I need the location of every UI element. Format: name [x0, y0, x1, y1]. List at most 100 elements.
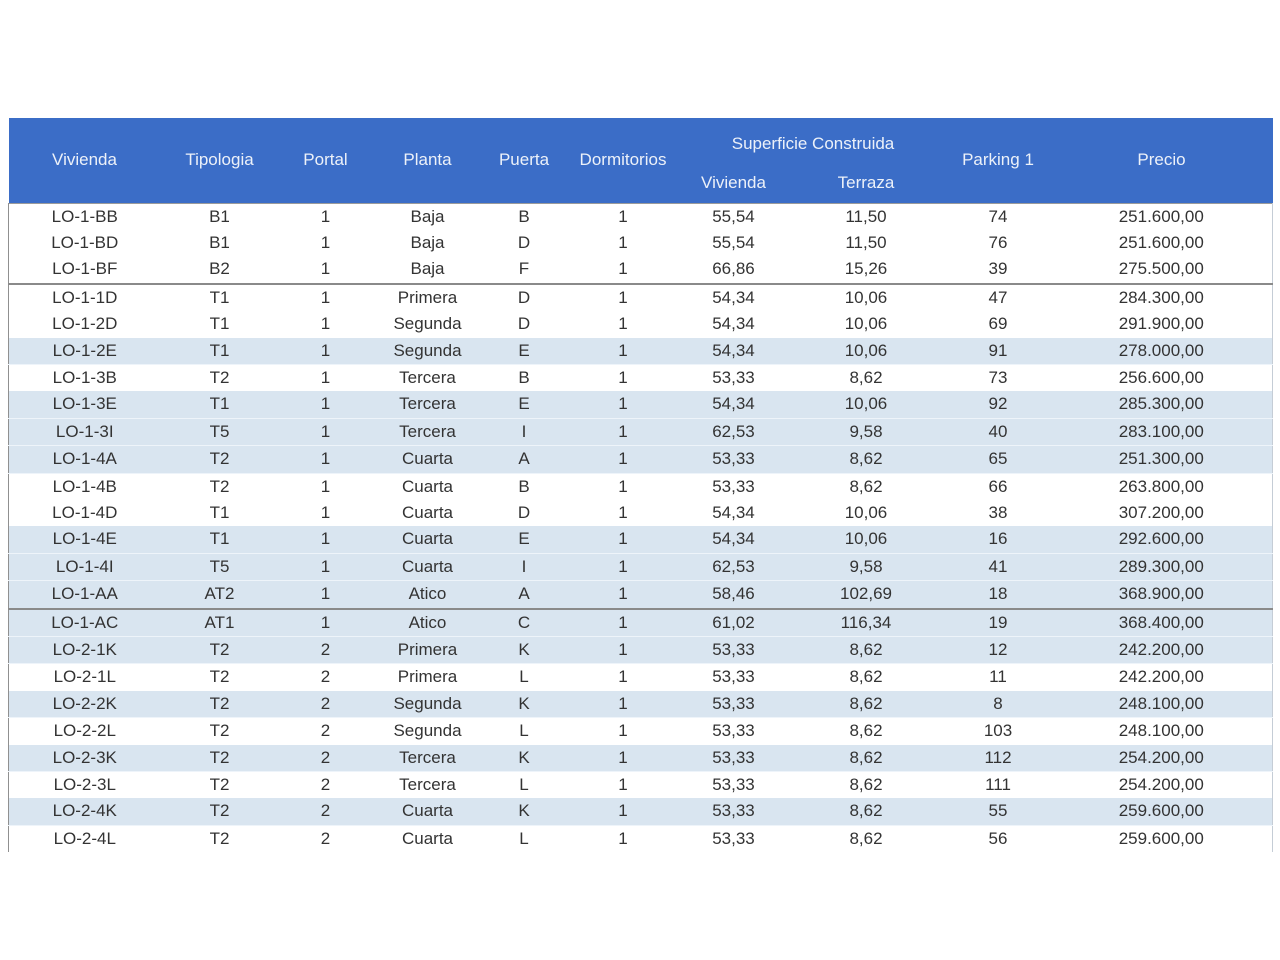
cell-dormitorios: 1 — [565, 391, 681, 419]
col-group-superficie-construida: Superficie Construida — [680, 118, 946, 164]
cell-sup-terraza: 8,62 — [786, 825, 946, 853]
cell-parking: 76 — [945, 229, 1051, 257]
cell-dormitorios: 1 — [565, 825, 681, 853]
cell-sup-vivienda: 62,53 — [680, 553, 787, 582]
cell-portal: 1 — [278, 499, 373, 527]
cell-vivienda: LO-2-4K — [8, 798, 161, 826]
cell-puerta: E — [482, 526, 566, 554]
table-row: LO-2-3K T2 2 Tercera K 1 53,33 8,62 112 254.200,0… — [8, 744, 1273, 773]
cell-sup-terraza: 8,62 — [786, 744, 946, 773]
cell-parking: 11 — [945, 663, 1051, 691]
cell-precio: 278.000,00 — [1050, 337, 1273, 365]
cell-parking: 92 — [945, 391, 1051, 419]
cell-dormitorios: 1 — [565, 608, 681, 637]
cell-sup-vivienda: 61,02 — [680, 608, 787, 637]
cell-precio: 248.100,00 — [1050, 717, 1273, 745]
cell-portal: 1 — [278, 526, 373, 554]
cell-tipologia: B1 — [160, 203, 279, 230]
cell-dormitorios: 1 — [565, 418, 681, 447]
cell-dormitorios: 1 — [565, 473, 681, 500]
cell-tipologia: T2 — [160, 663, 279, 691]
cell-puerta: D — [482, 283, 566, 312]
cell-tipologia: T2 — [160, 717, 279, 745]
cell-sup-vivienda: 53,33 — [680, 825, 787, 853]
cell-portal: 2 — [278, 690, 373, 719]
cell-precio: 285.300,00 — [1050, 391, 1273, 419]
cell-parking: 38 — [945, 499, 1051, 527]
cell-tipologia: T5 — [160, 553, 279, 582]
cell-precio: 259.600,00 — [1050, 825, 1273, 853]
cell-tipologia: AT1 — [160, 608, 279, 637]
cell-precio: 289.300,00 — [1050, 553, 1273, 582]
col-header-parking: Parking 1 — [945, 118, 1051, 203]
cell-parking: 19 — [945, 608, 1051, 637]
cell-precio: 254.200,00 — [1050, 771, 1273, 799]
cell-parking: 73 — [945, 364, 1051, 392]
table-row: LO-2-4K T2 2 Cuarta K 1 53,33 8,62 55 259.600,00 — [8, 798, 1273, 826]
cell-vivienda: LO-1-AC — [8, 608, 161, 637]
col-subheader-superficie-terraza: Terraza — [786, 164, 946, 203]
cell-vivienda: LO-1-AA — [8, 580, 161, 610]
table-row: LO-2-1L T2 2 Primera L 1 53,33 8,62 11 242.200,00 — [8, 663, 1273, 691]
cell-vivienda: LO-2-1K — [8, 636, 161, 665]
cell-portal: 2 — [278, 771, 373, 799]
cell-vivienda: LO-1-4B — [8, 473, 161, 500]
cell-sup-terraza: 102,69 — [786, 580, 946, 610]
cell-planta: Primera — [372, 663, 483, 691]
cell-dormitorios: 1 — [565, 771, 681, 799]
cell-precio: 251.600,00 — [1050, 229, 1273, 257]
table-row: LO-1-4B T2 1 Cuarta B 1 53,33 8,62 66 263.800,00 — [8, 473, 1273, 500]
cell-precio: 263.800,00 — [1050, 473, 1273, 500]
cell-sup-terraza: 10,06 — [786, 526, 946, 554]
cell-precio: 368.900,00 — [1050, 580, 1273, 610]
cell-vivienda: LO-1-4E — [8, 526, 161, 554]
cell-tipologia: T1 — [160, 311, 279, 338]
cell-puerta: K — [482, 636, 566, 665]
cell-sup-vivienda: 55,54 — [680, 229, 787, 257]
cell-parking: 56 — [945, 825, 1051, 853]
cell-parking: 8 — [945, 690, 1051, 719]
cell-parking: 111 — [945, 771, 1051, 799]
cell-puerta: B — [482, 364, 566, 392]
cell-precio: 251.600,00 — [1050, 203, 1273, 230]
cell-parking: 47 — [945, 283, 1051, 312]
cell-parking: 41 — [945, 553, 1051, 582]
cell-precio: 275.500,00 — [1050, 256, 1273, 285]
cell-precio: 291.900,00 — [1050, 311, 1273, 338]
cell-tipologia: T2 — [160, 473, 279, 500]
table-row: LO-1-4A T2 1 Cuarta A 1 53,33 8,62 65 251.300,00 — [8, 445, 1273, 474]
table-row: LO-1-4I T5 1 Cuarta I 1 62,53 9,58 41 289.300,00 — [8, 553, 1273, 582]
cell-tipologia: T2 — [160, 364, 279, 392]
cell-vivienda: LO-1-1D — [8, 283, 161, 312]
cell-tipologia: T2 — [160, 690, 279, 719]
cell-parking: 69 — [945, 311, 1051, 338]
cell-portal: 1 — [278, 283, 373, 312]
col-header-dormitorios: Dormitorios — [565, 118, 681, 203]
col-header-tipologia: Tipologia — [160, 118, 279, 203]
cell-sup-vivienda: 53,33 — [680, 771, 787, 799]
cell-parking: 66 — [945, 473, 1051, 500]
cell-portal: 2 — [278, 798, 373, 826]
table-row: LO-1-4E T1 1 Cuarta E 1 54,34 10,06 16 292.600,00 — [8, 526, 1273, 554]
cell-sup-vivienda: 53,33 — [680, 717, 787, 745]
cell-puerta: E — [482, 391, 566, 419]
cell-parking: 74 — [945, 203, 1051, 230]
cell-precio: 256.600,00 — [1050, 364, 1273, 392]
cell-sup-terraza: 10,06 — [786, 283, 946, 312]
cell-sup-terraza: 8,62 — [786, 771, 946, 799]
cell-sup-vivienda: 53,33 — [680, 690, 787, 719]
cell-tipologia: T2 — [160, 825, 279, 853]
cell-precio: 254.200,00 — [1050, 744, 1273, 773]
cell-dormitorios: 1 — [565, 744, 681, 773]
col-header-precio: Precio — [1050, 118, 1273, 203]
cell-precio: 251.300,00 — [1050, 445, 1273, 474]
cell-sup-terraza: 8,62 — [786, 798, 946, 826]
cell-sup-terraza: 8,62 — [786, 717, 946, 745]
cell-portal: 2 — [278, 825, 373, 853]
cell-sup-terraza: 8,62 — [786, 690, 946, 719]
cell-sup-terraza: 10,06 — [786, 391, 946, 419]
cell-dormitorios: 1 — [565, 526, 681, 554]
cell-tipologia: B2 — [160, 256, 279, 285]
cell-sup-terraza: 10,06 — [786, 311, 946, 338]
cell-dormitorios: 1 — [565, 580, 681, 610]
